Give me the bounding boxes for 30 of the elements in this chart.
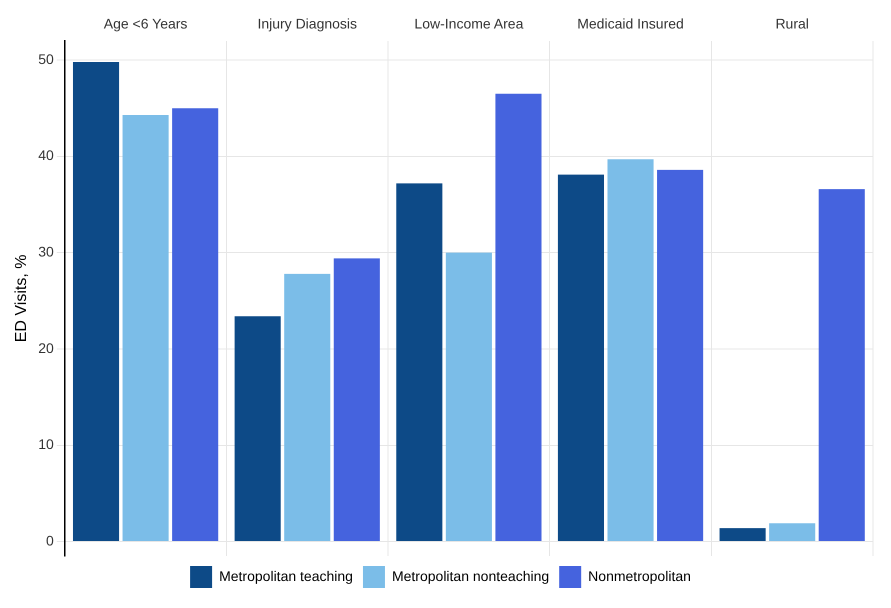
y-tick-label: 40 [38,147,54,164]
x-tick-label: Low-Income Area [414,15,524,32]
bar [607,159,654,542]
y-tick-label: 30 [38,244,54,260]
legend-label: Metropolitan nonteaching [392,568,550,584]
x-tick-label: Age <6 Years [104,15,188,32]
bar [818,189,865,542]
bar [657,170,704,542]
bar [769,523,816,542]
bar [495,94,542,542]
bar [172,108,218,542]
bar [396,183,442,542]
bar [72,62,120,542]
bar [234,316,281,542]
y-tick-label: 10 [38,436,54,452]
y-tick-label: 0 [46,532,54,548]
bar [720,528,766,542]
bar [334,258,380,542]
y-axis-title: ED Visits, % [13,254,30,342]
y-tick-label: 20 [38,340,54,356]
x-tick-label: Rural [775,15,809,32]
bar [284,274,330,542]
legend-label: Nonmetropolitan [588,568,691,584]
legend-label: Metropolitan teaching [219,568,353,584]
bar [558,174,604,542]
bar [446,252,492,542]
bar [122,114,169,542]
y-tick-label: 50 [38,50,54,67]
x-tick-label: Injury Diagnosis [257,15,358,32]
x-tick-label: Medicaid Insured [577,15,684,32]
